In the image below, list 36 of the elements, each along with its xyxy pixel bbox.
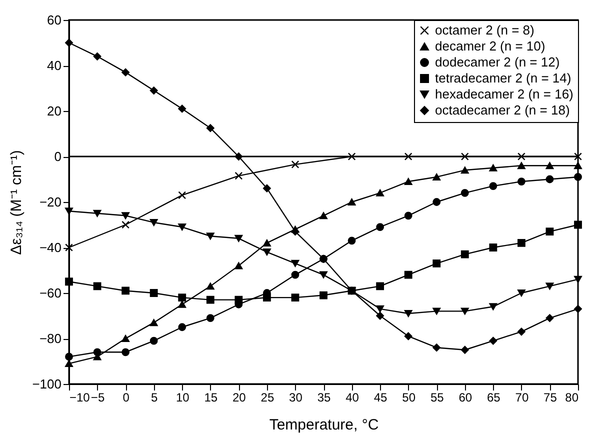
y-tick-label: −60 [39, 286, 62, 300]
x-tick-label: 75 [544, 390, 558, 404]
x-tick-label: 30 [289, 390, 303, 404]
y-tick-label: −80 [39, 331, 62, 346]
x-tick-label: 10 [176, 390, 190, 404]
x-axis-title: Temperature, °C [269, 416, 379, 434]
legend-label: dodecamer 2 (n = 12) [435, 54, 560, 70]
y-tick-label: 0 [54, 149, 62, 164]
x-tick-label: 45 [374, 390, 388, 404]
x-tick-label: 80 [565, 390, 579, 404]
legend-label: octamer 2 (n = 8) [435, 22, 534, 38]
x-tick-label: 55 [430, 390, 444, 404]
x-tick-label: −10 [70, 390, 90, 404]
x-tick-label: −5 [90, 390, 105, 404]
x-tick-label: 0 [122, 390, 130, 404]
legend-label: decamer 2 (n = 10) [435, 38, 546, 54]
y-tick-label: 20 [47, 104, 62, 118]
y-tick-label: 40 [47, 58, 62, 73]
y-tick-label: −20 [39, 194, 62, 210]
x-tick-label: 70 [515, 390, 529, 404]
legend-label: octadecamer 2 (n = 18) [435, 102, 570, 118]
y-tick-label: 60 [47, 12, 62, 28]
x-tick-label: 50 [402, 390, 416, 404]
y-tick-label: −100 [32, 376, 62, 392]
x-tick-label: 15 [204, 390, 218, 404]
legend-label: tetradecamer 2 (n = 14) [435, 70, 572, 86]
x-tick-label: 65 [486, 390, 501, 404]
x-tick-label: 25 [260, 390, 274, 404]
x-tick-label: 60 [458, 390, 472, 404]
x-tick-label: 20 [232, 390, 246, 404]
y-axis-title: Δε₃₁₄ (M⁻¹ cm⁻¹) [8, 150, 26, 255]
x-tick-label: 5 [150, 390, 158, 404]
x-tick-label: 35 [317, 390, 331, 404]
legend-label: hexadecamer 2 (n = 16) [435, 86, 574, 102]
x-tick-label: 40 [346, 390, 360, 404]
y-tick-label: −40 [39, 240, 62, 255]
